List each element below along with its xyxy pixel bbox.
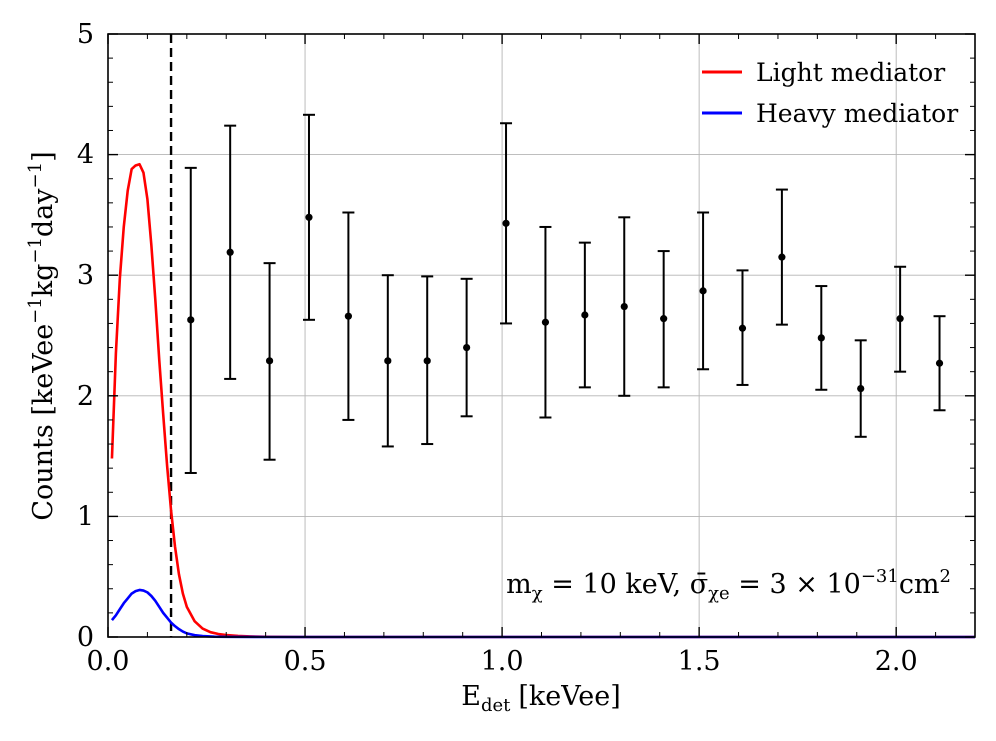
annotation-m-value: = 10 keV, (543, 569, 690, 600)
x-tick-label: 1.5 (678, 646, 721, 677)
data-point (384, 357, 392, 365)
x-axis-label-subscript: det (481, 695, 511, 716)
y-axis-label-sup-3: −1 (25, 162, 46, 189)
annotation-sigma-symbol: σ̄ (690, 569, 708, 600)
annotation-m-symbol: m (506, 569, 532, 600)
data-point (620, 302, 628, 311)
curve-light-mediator (110, 162, 975, 639)
annotation-sigma-sub: χe (708, 583, 730, 604)
y-axis-label-kg: kg (28, 264, 59, 298)
data-point (226, 248, 234, 256)
data-point (699, 287, 707, 295)
x-tick-label: 0.5 (284, 646, 327, 677)
grid-layer (108, 34, 975, 637)
data-point (541, 318, 550, 326)
data-point (738, 324, 747, 332)
legend: Light mediator Heavy mediator (702, 58, 958, 128)
y-axis-label: Counts [keVee−1kg−1day−1] (25, 151, 59, 520)
data-point (857, 384, 865, 393)
x-axis-label-unit: [keVee] (518, 681, 620, 712)
x-axis-label-symbol: E (461, 681, 481, 712)
x-tick-label: 1.0 (481, 646, 524, 677)
annotation-sigma-value: = 3 × 10 (730, 569, 861, 600)
data-point (344, 312, 352, 320)
y-tick-label: 2 (77, 381, 94, 412)
data-point (502, 219, 510, 227)
x-axis-label: Edet [keVee] (461, 681, 621, 716)
legend-label-heavy-mediator: Heavy mediator (756, 99, 958, 128)
y-axis-label-day: day (28, 188, 59, 237)
annotation-sigma-unit-exp: 2 (940, 566, 951, 587)
y-tick-label: 3 (77, 260, 94, 291)
series-layer (110, 162, 975, 639)
y-axis-label-sup-1: −1 (25, 297, 46, 324)
y-tick-label: 0 (77, 622, 94, 653)
annotation-sigma-unit: cm (899, 569, 940, 600)
data-point (463, 343, 471, 352)
data-point (581, 311, 589, 319)
ticks-layer: 0.0 0.5 1.0 1.5 2.0 0 1 2 3 4 5 (77, 19, 975, 677)
data-point (660, 315, 668, 323)
data-point (896, 315, 904, 323)
annotation-text: mχ = 10 keV, σ̄χe = 3 × 10−31cm2 (506, 566, 951, 604)
data-point (935, 359, 944, 367)
y-axis-label-close: ] (28, 151, 59, 162)
annotation-m-sub: χ (532, 583, 543, 604)
data-point (265, 357, 274, 365)
y-axis-label-sup-2: −1 (25, 237, 46, 264)
y-tick-label: 1 (77, 501, 94, 532)
x-tick-label: 0.0 (87, 646, 130, 677)
y-tick-label: 5 (77, 19, 94, 50)
annotation-sigma-exp: −31 (861, 566, 899, 587)
y-axis-label-main: Counts [keVee (28, 324, 59, 521)
data-point (187, 316, 195, 324)
data-point (778, 253, 786, 261)
y-tick-label: 4 (77, 140, 94, 171)
data-point (305, 213, 313, 221)
data-point (423, 357, 431, 365)
data-points-layer (184, 113, 946, 474)
x-tick-label: 2.0 (875, 646, 918, 677)
data-point (817, 334, 825, 342)
legend-label-light-mediator: Light mediator (756, 58, 945, 87)
